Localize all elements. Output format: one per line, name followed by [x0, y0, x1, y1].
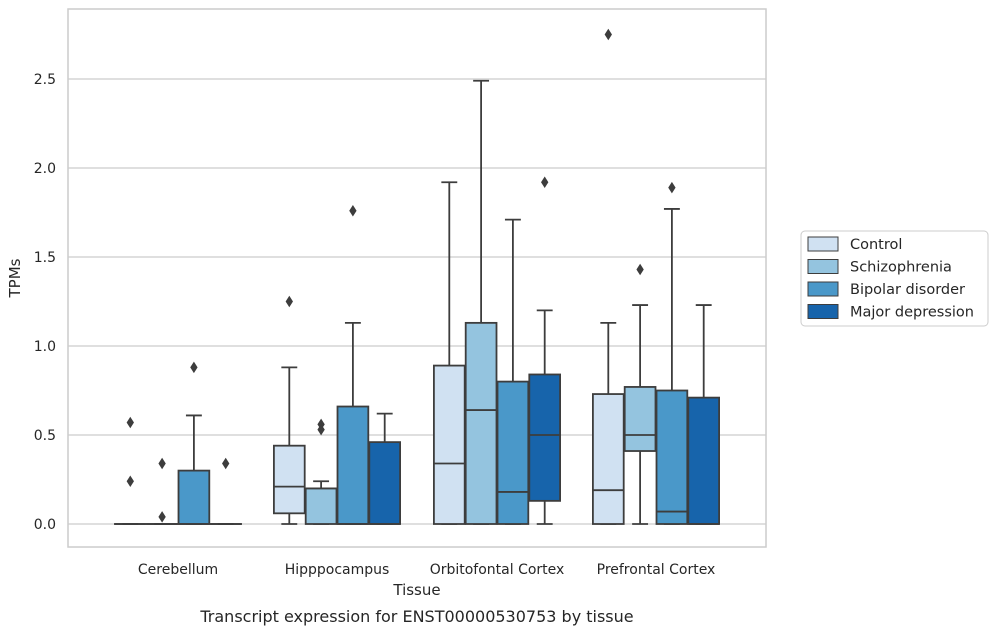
y-tick-label: 2.5: [34, 72, 56, 88]
y-tick-label: 2.0: [34, 161, 56, 177]
y-axis-label: TPMs: [6, 258, 24, 298]
box-body: [687, 396, 720, 525]
box-body: [655, 389, 689, 525]
x-axis-label: Tissue: [392, 581, 440, 599]
x-tick-label: Hipppocampus: [285, 562, 390, 578]
box-control: [432, 181, 466, 525]
box-body: [304, 487, 338, 525]
outlier-point: [349, 204, 357, 217]
outlier-point: [126, 475, 134, 488]
box-major-depression: [368, 412, 401, 525]
box-body: [592, 393, 625, 525]
legend-label: Schizophrenia: [850, 260, 952, 276]
outlier-point: [541, 176, 549, 188]
plot-frame: [67, 8, 767, 548]
outlier-point: [668, 181, 676, 194]
box-body: [432, 364, 466, 525]
outlier-point: [190, 361, 198, 374]
legend-label: Control: [850, 237, 902, 253]
legend: Control Schizophrenia Bipolar disorder Majo…: [800, 230, 989, 327]
y-axis-ticks: 0.0 0.5 1.0 1.5 2.0 2.5: [34, 72, 56, 533]
outlier-point: [158, 457, 166, 470]
legend-swatch: [807, 236, 839, 252]
y-tick-label: 0.0: [34, 517, 56, 533]
chart-caption: Transcript expression for ENST0000053075…: [199, 607, 633, 626]
legend-frame: [800, 230, 989, 327]
box-body: [464, 321, 498, 525]
x-tick-label: Cerebellum: [138, 562, 218, 578]
y-tick-label: 1.0: [34, 339, 56, 355]
outlier-point: [285, 295, 293, 308]
box-schizophrenia: [145, 457, 179, 525]
box-schizophrenia: [304, 418, 338, 525]
box-major-depression: [687, 304, 720, 525]
box-bipolar-disorder: [177, 361, 211, 525]
legend-swatch: [807, 281, 839, 297]
box-bipolar-disorder: [655, 181, 689, 525]
legend-swatch: [807, 304, 839, 319]
outlier-point: [158, 511, 166, 523]
y-tick-label: 0.5: [34, 428, 56, 444]
y-tick-label: 1.5: [34, 250, 56, 266]
legend-swatch: [807, 259, 839, 274]
box-major-depression: [209, 457, 243, 525]
x-tick-label: Orbitofontal Cortex: [430, 562, 565, 578]
x-tick-label: Prefrontal Cortex: [597, 562, 716, 578]
box-body: [177, 469, 211, 525]
box-schizophrenia: [623, 263, 657, 525]
outlier-point: [636, 263, 644, 276]
outlier-point: [222, 457, 230, 470]
x-axis-ticks: Cerebellum Hipppocampus Orbitofontal Corte…: [138, 562, 715, 578]
box-control: [272, 295, 306, 525]
box-schizophrenia: [464, 79, 498, 525]
box-major-depression: [528, 176, 561, 525]
box-body: [623, 386, 657, 452]
outlier-point: [317, 423, 325, 436]
box-body: [496, 380, 530, 525]
box-body: [272, 444, 306, 515]
legend-label: Bipolar disorder: [850, 282, 965, 298]
box-body: [368, 441, 401, 525]
outlier-point: [604, 28, 612, 41]
box-control: [592, 28, 625, 525]
box-body: [528, 373, 561, 502]
box-bipolar-disorder: [336, 204, 370, 525]
box-control: [114, 416, 147, 525]
gridlines: [68, 78, 766, 525]
outlier-point: [126, 416, 134, 429]
box-bipolar-disorder: [496, 218, 530, 525]
legend-label: Major depression: [850, 305, 974, 321]
boxes: [114, 28, 720, 525]
box-body: [336, 405, 370, 525]
